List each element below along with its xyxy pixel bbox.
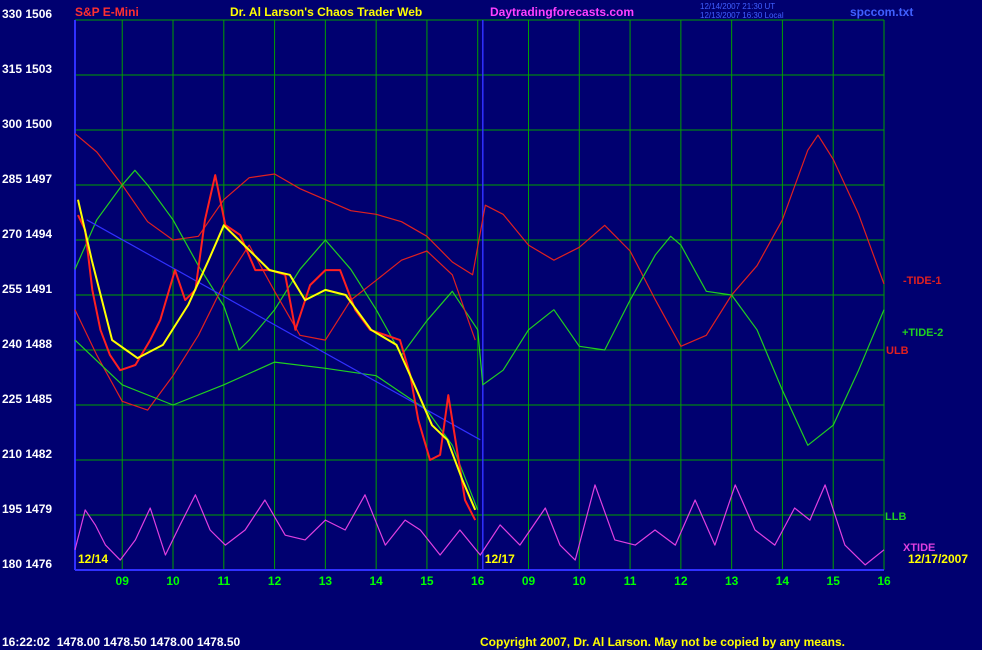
date-label: 12/17/2007 [908,552,968,566]
chart-title: S&P E-Mini [75,5,139,19]
x-tick-label: 10 [166,574,180,588]
series-line [77,199,477,511]
series-line [74,133,885,347]
y-tick-label: 210 1482 [2,447,52,461]
series-label: -TIDE-1 [903,275,942,287]
x-tick-label: 09 [116,574,130,588]
y-tick-label: 270 1494 [2,227,52,241]
y-tick-label: 255 1491 [2,282,52,296]
x-tick-label: 09 [522,574,536,588]
x-tick-label: 13 [319,574,333,588]
x-tick-label: 12 [268,574,282,588]
series-line [74,244,476,411]
series-line [74,339,479,511]
series-label: LLB [885,511,906,523]
x-tick-label: 16 [471,574,485,588]
y-tick-label: 225 1485 [2,392,52,406]
x-tick-label: 15 [827,574,841,588]
x-tick-label: 16 [877,574,891,588]
series-label: +TIDE-2 [902,327,943,339]
status-line: 16:22:02 1478.00 1478.50 1478.00 1478.50 [2,635,241,649]
y-tick-label: 180 1476 [2,557,52,571]
y-tick-label: 315 1503 [2,62,52,76]
series-label: XTIDE [903,542,935,554]
y-tick-label: 195 1479 [2,502,52,516]
site-name: Daytradingforecasts.com [490,5,634,19]
x-tick-label: 14 [369,574,383,588]
series-label: ULB [886,345,909,357]
x-tick-label: 14 [776,574,790,588]
copyright: Copyright 2007, Dr. Al Larson. May not b… [480,635,845,649]
x-tick-label: 10 [573,574,587,588]
date-label: 12/14 [78,552,108,566]
x-tick-label: 15 [420,574,434,588]
chart-subtitle: Dr. Al Larson's Chaos Trader Web [230,5,422,19]
y-tick-label: 285 1497 [2,172,52,186]
file-name: spccom.txt [850,5,913,19]
x-tick-label: 11 [217,574,230,588]
y-tick-label: 240 1488 [2,337,52,351]
y-tick-label: 330 1506 [2,7,52,21]
x-tick-label: 12 [674,574,688,588]
timestamp: 12/14/2007 21:30 UT [700,2,775,11]
x-tick-label: 11 [624,574,637,588]
series-line [74,484,885,566]
date-label: 12/17 [485,552,515,566]
timestamp: 12/13/2007 16:30 Local [700,11,784,20]
y-tick-label: 300 1500 [2,117,52,131]
x-tick-label: 13 [725,574,739,588]
